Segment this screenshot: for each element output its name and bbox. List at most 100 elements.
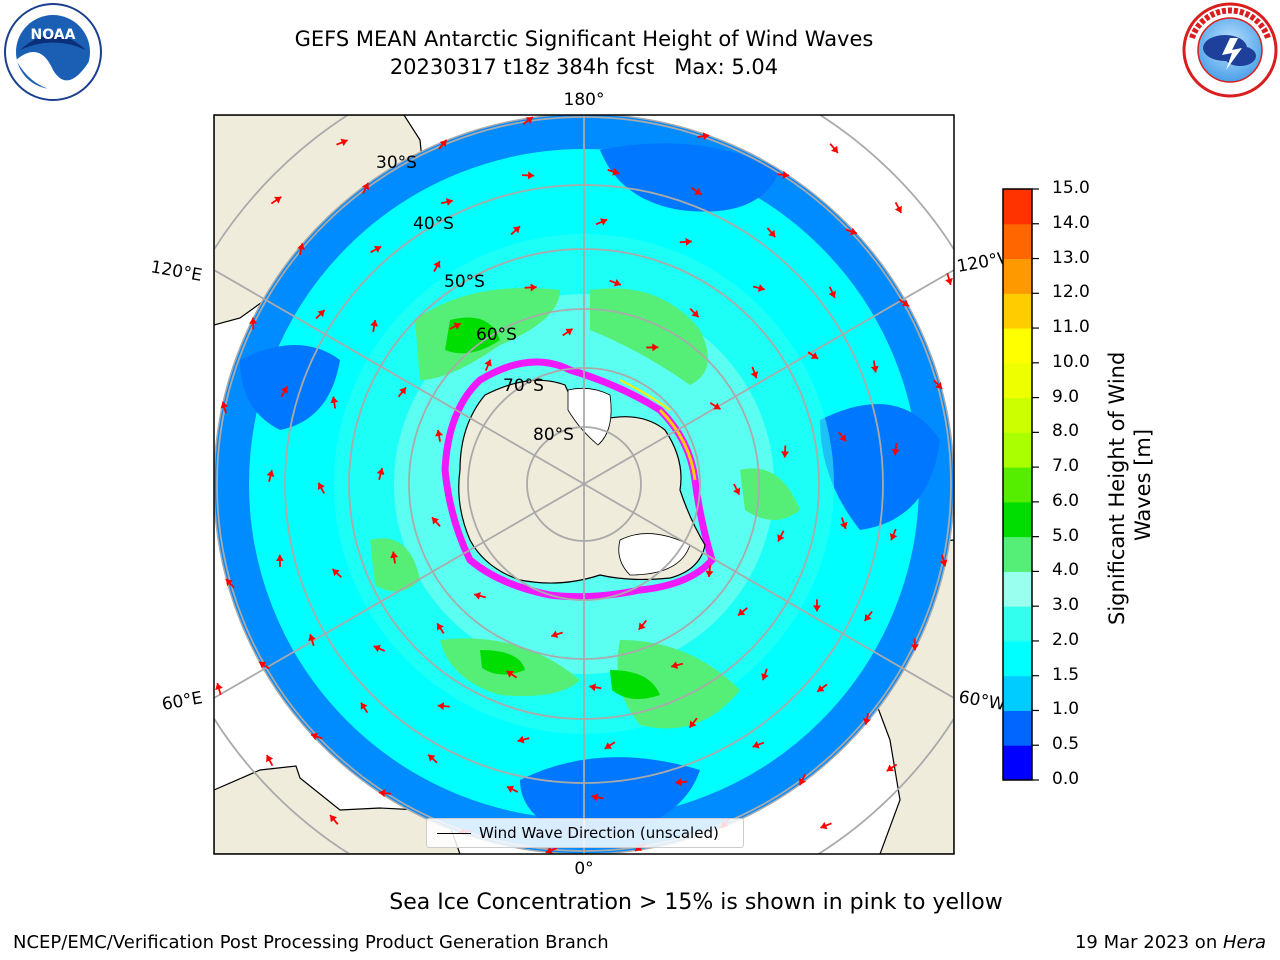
wind-wave-arrow-head — [691, 310, 699, 318]
wind-wave-arrow-head — [259, 661, 267, 669]
wind-wave-arrow-head — [433, 261, 441, 269]
colorbar-swatch — [1003, 745, 1032, 781]
wind-wave-arrow-head — [812, 605, 821, 612]
wind-wave-arrow-head — [768, 229, 776, 238]
wind-wave-arrow-head — [702, 132, 710, 141]
wind-wave-arrow-head — [849, 227, 857, 236]
lon-label-60w: 60°W — [957, 687, 1007, 715]
wind-wave-arrow-head — [694, 187, 702, 195]
lat-label-40s: 40°S — [413, 214, 454, 234]
wind-wave-arrow-head — [939, 559, 948, 567]
wind-wave-arrow-head — [781, 451, 790, 458]
colorbar-swatch — [1003, 258, 1032, 294]
wind-wave-arrow-head — [713, 402, 721, 410]
wind-wave-arrow-head — [757, 284, 765, 292]
noaa-logo-icon: NOAA — [4, 3, 102, 101]
colorbar-tick-label: 2.0 — [1052, 629, 1080, 650]
wind-wave-arrow-head — [870, 365, 879, 373]
wind-wave-arrow-head — [220, 401, 229, 409]
wind-wave-arrow-head — [361, 182, 370, 191]
wind-wave-arrow-head — [378, 789, 386, 798]
date-caption: 19 Mar 2023 on Hera — [1075, 932, 1266, 953]
colorbar-tick-label: 0.0 — [1052, 769, 1080, 789]
map-subtitle: 20230317 t18z 384h fcst Max: 5.04 — [389, 55, 779, 79]
wind-wave-arrow-head — [390, 551, 399, 559]
wind-wave-arrow-head — [275, 554, 284, 561]
lat-label-60s: 60°S — [476, 325, 517, 345]
colorbar-swatch — [1003, 362, 1032, 399]
wind-wave-arrow-head — [332, 569, 340, 577]
colorbar-swatch — [1003, 467, 1032, 503]
wind-wave-arrow-head — [530, 283, 537, 292]
wind-wave-arrow-head — [820, 821, 828, 830]
wind-wave-arrow-head — [565, 328, 573, 336]
wind-wave-arrow-head — [828, 290, 836, 298]
wind-wave-arrow-head — [831, 145, 838, 153]
wind-wave-arrow-head — [445, 198, 453, 206]
colorbar-swatch — [1003, 293, 1032, 329]
colorbar-swatch — [1003, 223, 1032, 260]
wind-wave-arrow-head — [945, 277, 953, 285]
colorbar-swatch — [1003, 501, 1032, 538]
wind-wave-arrow-head — [437, 623, 444, 631]
colorbar-tick-label: 1.0 — [1052, 699, 1080, 720]
lon-label-0: 0° — [574, 859, 593, 879]
wind-wave-arrow-head — [685, 237, 692, 246]
wind-wave-arrow-head — [435, 429, 443, 437]
wind-wave-arrow-head — [215, 683, 223, 691]
wind-wave-arrow-head — [901, 299, 909, 307]
legend-line-icon — [437, 832, 471, 834]
colorbar — [1003, 188, 1039, 781]
wind-wave-arrow-head — [839, 521, 848, 529]
colorbar-swatch — [1003, 189, 1032, 225]
wind-wave-arrow-head — [373, 644, 381, 653]
lat-label-50s: 50°S — [444, 272, 485, 292]
wind-wave-arrow-head — [317, 482, 325, 490]
wind-wave-arrow-head — [864, 613, 872, 622]
wind-wave-arrow-head — [274, 196, 282, 204]
wind-wave-arrow-head — [370, 319, 379, 327]
nws-logo-icon — [1182, 2, 1278, 98]
wind-wave-arrow-head — [399, 387, 407, 395]
credit-caption: NCEP/EMC/Verification Post Processing Pr… — [13, 932, 609, 953]
wind-wave-arrow-head — [777, 534, 785, 542]
wind-wave-arrow-head — [517, 735, 525, 744]
wind-wave-arrow-head — [474, 591, 481, 600]
colorbar-swatch — [1003, 397, 1032, 433]
colorbar-tick-label: 7.0 — [1052, 456, 1080, 477]
lat-label-70s: 70°S — [503, 376, 544, 396]
wind-wave-arrow-head — [589, 683, 596, 692]
wind-wave-arrow-head — [862, 718, 871, 725]
map-legend: Wind Wave Direction (unscaled) — [426, 818, 744, 848]
wind-wave-arrow-head — [705, 570, 714, 578]
wind-wave-arrow-head — [886, 764, 894, 772]
wind-wave-arrow-head — [733, 487, 741, 495]
wind-wave-arrow-head — [439, 139, 447, 148]
wind-wave-arrow-head — [675, 778, 682, 787]
colorbar-tick-label: 11.0 — [1052, 317, 1090, 338]
colorbar-tick-label: 9.0 — [1052, 386, 1080, 407]
colorbar-label: Significant Height of Wind Waves [m] — [1105, 345, 1155, 625]
wind-wave-arrow-head — [428, 754, 436, 762]
wind-wave-arrow-head — [266, 470, 275, 477]
map-title: GEFS MEAN Antarctic Significant Height o… — [294, 27, 874, 51]
colorbar-tick-label: 6.0 — [1052, 490, 1080, 511]
colorbar-tick-label: 10.0 — [1052, 351, 1090, 372]
wind-wave-arrow-head — [512, 226, 520, 234]
wind-wave-arrow-head — [689, 720, 697, 728]
colorbar-tick-label: 15.0 — [1052, 178, 1090, 198]
wind-wave-arrow-head — [798, 777, 807, 786]
legend-label: Wind Wave Direction (unscaled) — [479, 824, 719, 842]
wind-wave-arrow-head — [810, 352, 819, 359]
colorbar-tick-label: 12.0 — [1052, 282, 1090, 303]
lon-label-60e: 60°E — [160, 688, 204, 715]
wind-wave-arrow-head — [652, 343, 659, 352]
map-area: 30°S 40°S 50°S 60°S 70°S 80°S — [214, 115, 954, 854]
wind-wave-arrows — [215, 116, 953, 854]
colorbar-tick-label: 13.0 — [1052, 247, 1090, 268]
lon-label-120e: 120°E — [149, 257, 203, 286]
wind-wave-arrow-head — [266, 755, 274, 763]
wind-wave-arrow-head — [431, 517, 439, 525]
map-frame — [213, 114, 955, 855]
